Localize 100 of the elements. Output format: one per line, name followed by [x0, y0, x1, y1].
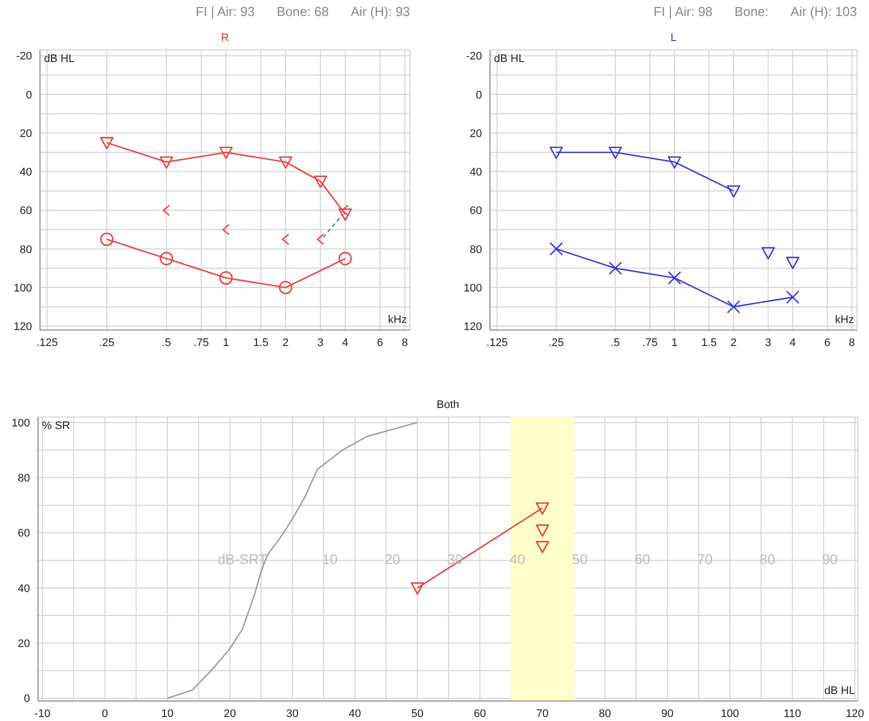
- y-tick-label: 40: [470, 166, 482, 179]
- x-tick-label: 1.5: [701, 336, 717, 349]
- line-series: [166, 422, 418, 699]
- text: FI | Air: 98: [654, 4, 713, 19]
- x-tick-label: .75: [194, 336, 209, 349]
- y-tick-label: 0: [26, 89, 32, 102]
- text: Air (H): 93: [350, 4, 410, 19]
- y-tick-label: 120: [14, 321, 32, 334]
- point: [668, 271, 682, 285]
- chart-title: Both: [436, 399, 460, 411]
- x2-tick-label: 10: [322, 551, 338, 567]
- point: [338, 252, 352, 266]
- x2-tick-label: 80: [760, 551, 776, 567]
- x2-tick-label: 30: [447, 551, 463, 567]
- point: [160, 252, 174, 266]
- y-tick-label: 0: [476, 89, 482, 102]
- x-tick-label: 20: [224, 708, 236, 720]
- x2-tick-label: 20: [384, 551, 400, 567]
- x-tick-label: 3: [317, 336, 324, 349]
- x-tick-label: .125: [486, 336, 508, 349]
- point: [726, 300, 740, 314]
- text: Bone:: [734, 4, 769, 19]
- x-tick-label: 70: [536, 708, 548, 720]
- x-axis-title: dB HL: [824, 685, 855, 697]
- x-tick-label: 0: [102, 708, 108, 720]
- x-tick-label: .25: [99, 336, 114, 349]
- x-tick-label: 4: [790, 336, 796, 349]
- point: [278, 280, 292, 294]
- y-tick-label: -20: [16, 50, 32, 63]
- point: [550, 146, 563, 159]
- x-tick-label: 6: [376, 336, 384, 349]
- y-tick-label: 80: [18, 472, 30, 485]
- point: [668, 156, 682, 169]
- point: [278, 156, 292, 169]
- x-tick-label: 1.5: [253, 336, 268, 349]
- y-tick-label: 120: [464, 321, 482, 334]
- y-tick-label: 40: [18, 582, 30, 595]
- x-tick-label: 4: [342, 336, 348, 349]
- point: [219, 271, 233, 285]
- x-tick-label: 30: [286, 708, 298, 720]
- point: [550, 242, 563, 256]
- x-tick-label: 2: [282, 336, 289, 349]
- point: [160, 156, 174, 169]
- text: Bone: 68: [276, 4, 329, 19]
- y-tick-label: 100: [464, 282, 482, 294]
- y-axis-title: dB HL: [494, 53, 525, 65]
- y-tick-label: 60: [20, 205, 32, 218]
- x2-tick-label: 70: [697, 551, 713, 567]
- point: [608, 146, 622, 159]
- y-tick-label: 20: [18, 638, 30, 650]
- y-tick-label: 20: [470, 128, 482, 140]
- point: [608, 262, 622, 275]
- x-tick-label: 1: [671, 336, 678, 349]
- x-tick-label: .125: [36, 336, 58, 349]
- y-axis-title: dB HL: [44, 53, 75, 65]
- x-tick-label: 8: [402, 336, 408, 349]
- x-tick-label: 10: [161, 708, 174, 720]
- x2-tick-label: 90: [822, 551, 838, 567]
- chart-title: L: [669, 32, 678, 44]
- point: [726, 185, 740, 198]
- x2-tick-label: 50: [572, 551, 588, 567]
- chart-title: R: [220, 32, 230, 44]
- point: [100, 232, 114, 246]
- y-tick-label: 60: [18, 528, 30, 540]
- x-tick-label: .75: [642, 336, 658, 349]
- text: Air (H): 103: [790, 4, 857, 19]
- x-tick-label: 90: [661, 708, 674, 720]
- x-tick-label: .25: [548, 336, 564, 349]
- text: FI | Air: 93: [196, 4, 255, 19]
- y-tick-label: 100: [12, 417, 30, 430]
- x-axis-title: kHz: [388, 314, 407, 326]
- x-tick-label: 110: [784, 708, 802, 720]
- y-tick-label: 100: [14, 282, 32, 294]
- x-tick-label: 1: [222, 336, 230, 349]
- x2-tick-label: 60: [634, 551, 650, 567]
- y-tick-label: 40: [20, 166, 32, 179]
- x-tick-label: 3: [765, 336, 772, 349]
- x-tick-label: 120: [846, 708, 864, 720]
- y-tick-label: 60: [470, 205, 482, 218]
- x-tick-label: .5: [162, 336, 171, 349]
- x-tick-label: 80: [598, 708, 611, 720]
- x-tick-label: 2: [730, 336, 737, 349]
- x-tick-label: 40: [348, 708, 361, 720]
- x-tick-label: -10: [34, 708, 50, 720]
- x2-tick-label: 40: [510, 551, 526, 567]
- point: [536, 540, 550, 554]
- x-tick-label: .5: [610, 336, 620, 349]
- x-tick-label: 8: [848, 336, 855, 349]
- x-tick-label: 50: [411, 708, 424, 720]
- y-tick-label: 20: [20, 128, 32, 140]
- y-axis-title: % SR: [42, 420, 70, 432]
- y-tick-label: 0: [24, 693, 30, 706]
- x-tick-label: 100: [720, 708, 740, 720]
- point: [100, 137, 114, 150]
- y-tick-label: 80: [20, 244, 32, 256]
- y-tick-label: -20: [466, 50, 482, 63]
- y-tick-label: 80: [470, 244, 482, 256]
- point: [219, 146, 233, 159]
- x-tick-label: 6: [824, 336, 830, 349]
- x-axis-title: kHz: [835, 314, 854, 326]
